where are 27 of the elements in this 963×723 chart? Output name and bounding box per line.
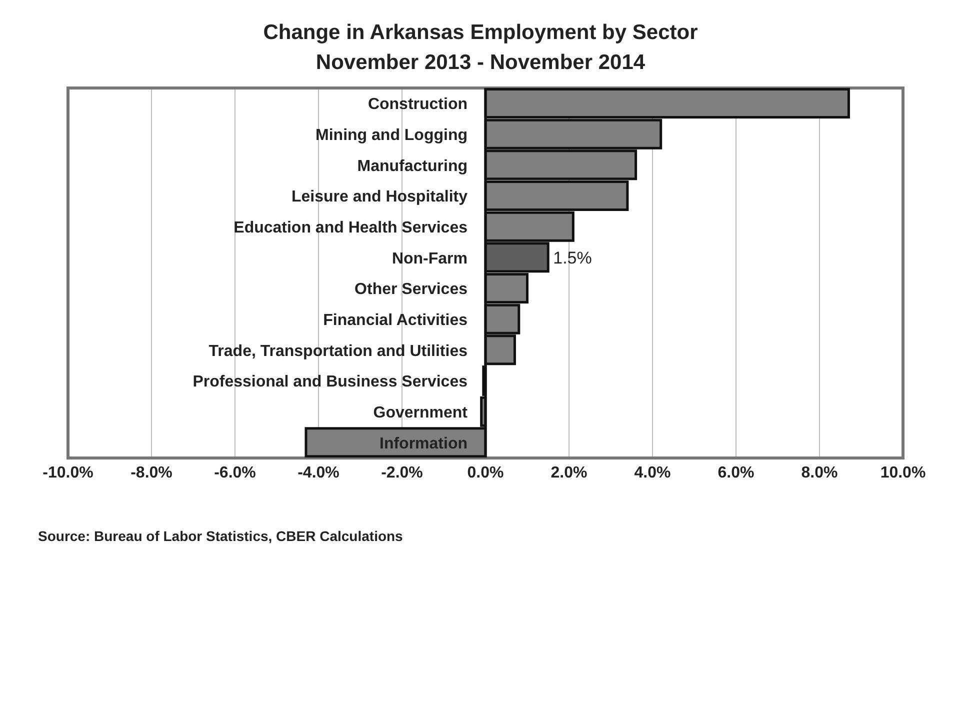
x-tick-label: -6.0% — [214, 464, 256, 482]
data-label: 1.5% — [553, 248, 592, 268]
x-tick-label: 8.0% — [801, 464, 838, 482]
x-tick-label: -4.0% — [298, 464, 340, 482]
x-tick-label: 6.0% — [718, 464, 754, 482]
x-tick-label: 0.0% — [467, 464, 504, 482]
x-tick-label: -10.0% — [42, 464, 94, 482]
y-tick-label: Financial Activities — [323, 312, 468, 330]
y-tick-label: Leisure and Hospitality — [291, 188, 468, 206]
x-tick-label: 10.0% — [880, 464, 926, 482]
source-note: Source: Bureau of Labor Statistics, CBER Calculations — [38, 528, 404, 544]
y-tick-label: Professional and Business Services — [192, 374, 468, 391]
y-tick-label: Education and Health Services — [234, 220, 468, 237]
y-tick-label: Manufacturing — [357, 158, 468, 175]
y-tick-label: Trade, Transportation and Utilities — [208, 342, 468, 360]
y-tick-label: Information — [380, 435, 468, 452]
x-tick-label: 4.0% — [634, 464, 671, 482]
x-tick-label: 2.0% — [550, 464, 588, 482]
x-tick-label: -8.0% — [130, 464, 172, 482]
y-tick-label: Non-Farm — [392, 250, 468, 268]
chart-title: Change in Arkansas Employment by Sector — [262, 20, 699, 46]
x-tick-label: -2.0% — [381, 464, 423, 482]
y-tick-label: Government — [373, 404, 468, 422]
y-tick-label: Construction — [368, 96, 468, 114]
y-tick-label: Other Services — [354, 281, 468, 298]
chart-subtitle: November 2013 - November 2014 — [314, 50, 646, 76]
y-tick-label: Mining and Logging — [316, 127, 468, 144]
